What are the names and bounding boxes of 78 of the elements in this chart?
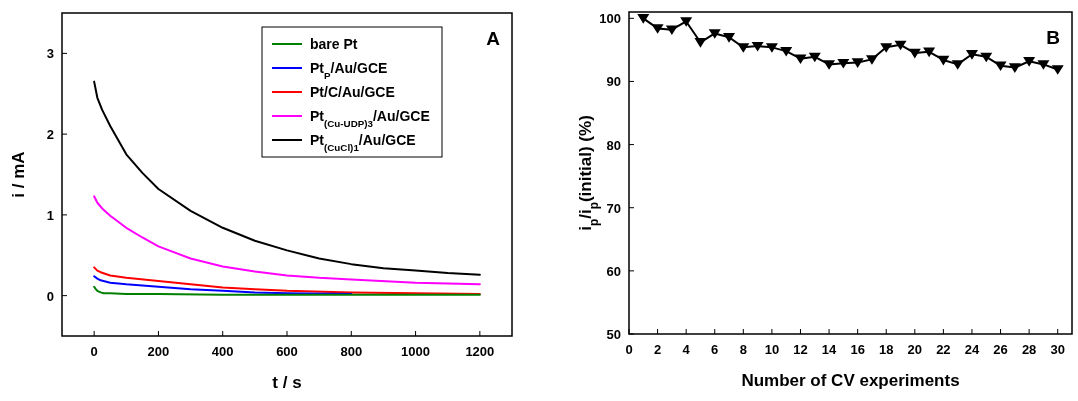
- annotation: B: [1046, 27, 1060, 48]
- x-tick-label: 12: [793, 342, 808, 357]
- x-tick-label: 200: [147, 344, 170, 359]
- y-tick-label: 3: [46, 46, 54, 62]
- legend-label: Pt$_{(CuCl)1}$/Au/GCE: [310, 132, 416, 153]
- y-tick-label: 1: [46, 207, 54, 223]
- point: [694, 38, 707, 48]
- point: [894, 40, 907, 51]
- point: [937, 55, 950, 66]
- point: [1037, 60, 1050, 70]
- point: [651, 24, 664, 34]
- x-tick-label: 0: [90, 344, 98, 359]
- point: [923, 47, 936, 58]
- legend-label: Pt$_{P}$/Au/GCE: [310, 60, 388, 81]
- x-tick-label: 22: [936, 342, 951, 357]
- x-tick-label: 0: [625, 342, 633, 357]
- x-tick-label: 600: [276, 344, 298, 359]
- x-tick-label: 6: [711, 342, 719, 357]
- x-axis-title: Number of CV experiments: [741, 371, 960, 390]
- x-tick-label: 400: [211, 344, 234, 359]
- x-tick-label: 16: [850, 342, 865, 357]
- y-tick-label: 60: [606, 263, 621, 279]
- point: [1051, 65, 1064, 75]
- point: [980, 52, 993, 63]
- point: [708, 29, 721, 39]
- y-tick-label: 0: [46, 288, 54, 304]
- point: [637, 14, 650, 24]
- x-tick-label: 800: [340, 344, 363, 359]
- y-tick-label: 90: [606, 74, 621, 90]
- point: [865, 55, 878, 65]
- y-tick-label: 100: [599, 11, 621, 27]
- point: [680, 17, 693, 27]
- line-series: [93, 275, 353, 296]
- line-series: [93, 195, 481, 286]
- point: [808, 52, 821, 63]
- legend-label: Pt/C/Au/GCE: [310, 84, 395, 100]
- x-tick-label: 14: [821, 342, 838, 357]
- point: [723, 33, 736, 43]
- point: [965, 50, 978, 60]
- x-tick-label: 8: [739, 342, 747, 357]
- x-tick-label: 2: [653, 342, 662, 357]
- x-tick-label: 30: [1050, 342, 1065, 357]
- x-tick-label: 20: [907, 342, 923, 357]
- point: [765, 43, 778, 53]
- x-tick-label: 18: [878, 342, 894, 357]
- point: [851, 58, 864, 68]
- y-axis-title: i / mA: [9, 151, 28, 198]
- y-tick-label: 70: [606, 200, 621, 216]
- legend-label: bare Pt: [310, 36, 358, 52]
- point: [951, 60, 964, 70]
- annotation: A: [486, 28, 501, 49]
- point: [751, 41, 764, 52]
- point: [780, 46, 793, 57]
- x-tick-label: 24: [964, 342, 980, 357]
- y-tick-label: 50: [606, 327, 621, 342]
- point: [737, 43, 750, 53]
- point: [994, 61, 1007, 72]
- line-series: [93, 266, 481, 296]
- point: [823, 60, 836, 70]
- point: [880, 43, 893, 53]
- x-tick-label: 28: [1021, 342, 1037, 357]
- point: [837, 58, 850, 69]
- x-tick-label: 1200: [465, 344, 495, 359]
- y-tick-label: 2: [46, 127, 54, 143]
- line-series: [93, 285, 481, 296]
- x-tick-label: 4: [682, 342, 691, 357]
- point: [794, 54, 807, 65]
- point: [1023, 57, 1036, 67]
- point: [908, 48, 921, 59]
- point: [665, 25, 678, 36]
- x-tick-label: 10: [764, 342, 780, 357]
- point: [1008, 63, 1021, 73]
- legend-label: Pt$_{(Cu-UDP)3}$/Au/GCE: [310, 108, 430, 129]
- line-series: [93, 80, 481, 276]
- x-tick-label: 1000: [401, 344, 431, 359]
- y-tick-label: 80: [606, 137, 621, 153]
- x-tick-label: 26: [993, 342, 1008, 357]
- x-axis-title: t / s: [272, 373, 302, 392]
